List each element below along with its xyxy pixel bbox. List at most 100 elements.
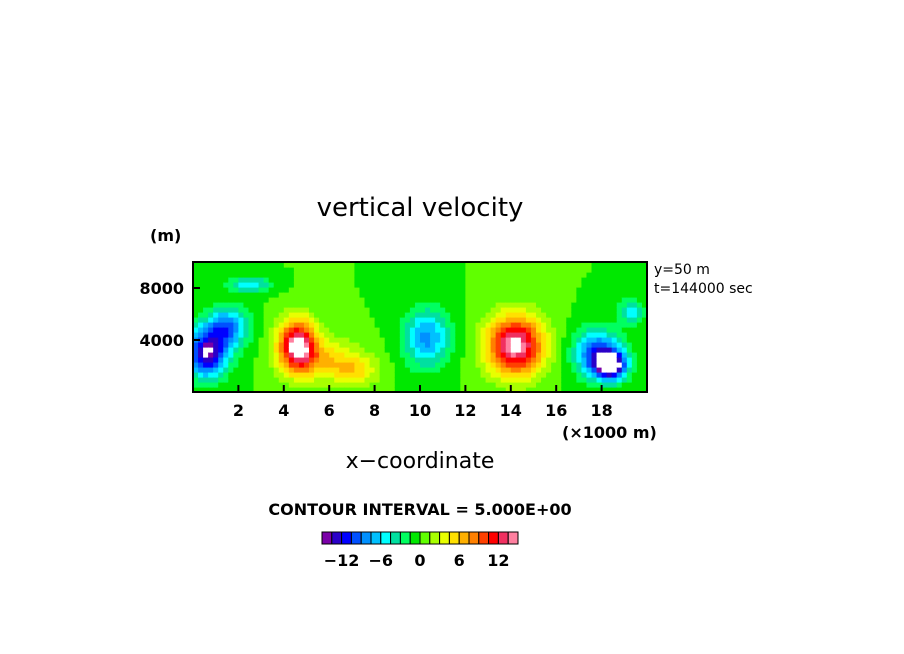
field-cell [314, 382, 320, 388]
field-cell [203, 282, 209, 288]
field-cell [414, 272, 421, 278]
field-cell [384, 312, 391, 318]
field-cell [631, 267, 638, 273]
field-cell [364, 382, 371, 388]
field-cell [450, 347, 456, 353]
field-cell [591, 372, 598, 378]
field-cell [273, 342, 280, 348]
field-cell [455, 277, 461, 283]
field-cell [430, 387, 436, 393]
field-cell [530, 292, 537, 298]
field-cell [379, 307, 386, 313]
field-cell [611, 377, 618, 383]
field-cell [228, 367, 234, 373]
field-cell [258, 282, 265, 288]
field-cell [631, 352, 638, 358]
field-cell [606, 367, 613, 373]
field-cell [208, 387, 214, 393]
field-cell [551, 292, 557, 298]
field-cell [495, 327, 502, 333]
field-cell [641, 337, 648, 343]
field-cell [379, 387, 386, 393]
field-cell [389, 302, 396, 308]
field-cell [309, 367, 315, 373]
field-cell [475, 307, 482, 313]
field-cell [541, 342, 547, 348]
field-cell [470, 377, 477, 383]
field-cell [309, 302, 315, 308]
field-cell [409, 267, 416, 273]
field-cell [490, 302, 497, 308]
field-cell [349, 312, 356, 318]
field-cell [364, 312, 371, 318]
field-cell [273, 332, 280, 338]
field-cell [485, 342, 492, 348]
field-cell [193, 307, 199, 313]
field-cell [414, 352, 421, 358]
field-cell [546, 262, 552, 268]
field-cell [611, 347, 618, 353]
field-cell [258, 342, 265, 348]
colorbar-swatch [468, 531, 480, 545]
field-cell [379, 282, 386, 288]
field-cell [314, 312, 320, 318]
field-cell [430, 287, 436, 293]
field-cell [420, 357, 426, 363]
field-cell [303, 307, 310, 313]
field-cell [581, 387, 588, 393]
field-cell [314, 317, 320, 323]
field-cell [218, 267, 224, 273]
field-cell [480, 312, 487, 318]
field-cell [621, 347, 628, 353]
field-cell [334, 292, 340, 298]
field-cell [601, 332, 608, 338]
field-cell [258, 327, 265, 333]
field-cell [314, 272, 320, 278]
field-cell [556, 387, 562, 393]
field-cell [616, 282, 623, 288]
field-cell [581, 277, 588, 283]
field-cell [515, 367, 522, 373]
field-cell [470, 372, 477, 378]
field-cell [505, 387, 512, 393]
field-cell [243, 292, 250, 298]
field-cell [611, 367, 618, 373]
field-cell [601, 262, 608, 268]
field-cell [571, 302, 577, 308]
field-cell [263, 262, 270, 268]
field-cell [510, 362, 517, 368]
field-cell [374, 262, 381, 268]
field-cell [505, 322, 512, 328]
field-cell [420, 262, 426, 268]
field-cell [606, 297, 613, 303]
field-cell [223, 267, 229, 273]
field-cell [445, 382, 451, 388]
field-cell [616, 357, 623, 363]
field-cell [344, 317, 350, 323]
field-cell [586, 302, 593, 308]
field-cell [198, 342, 204, 348]
field-cell [288, 272, 295, 278]
field-cell [556, 372, 562, 378]
field-cell [425, 377, 431, 383]
field-cell [561, 262, 567, 268]
field-cell [621, 377, 628, 383]
field-cell [591, 387, 598, 393]
field-cell [374, 292, 381, 298]
field-cell [198, 317, 204, 323]
field-cell [359, 367, 366, 373]
field-cell [213, 352, 219, 358]
field-cell [293, 312, 300, 318]
field-cell [369, 282, 376, 288]
field-cell [379, 342, 386, 348]
field-cell [359, 377, 366, 383]
field-cell [384, 317, 391, 323]
field-cell [208, 297, 214, 303]
field-cell [515, 262, 522, 268]
field-cell [223, 277, 229, 283]
field-cell [631, 277, 638, 283]
field-cell [233, 352, 239, 358]
field-cell [470, 347, 477, 353]
field-cell [475, 387, 482, 393]
